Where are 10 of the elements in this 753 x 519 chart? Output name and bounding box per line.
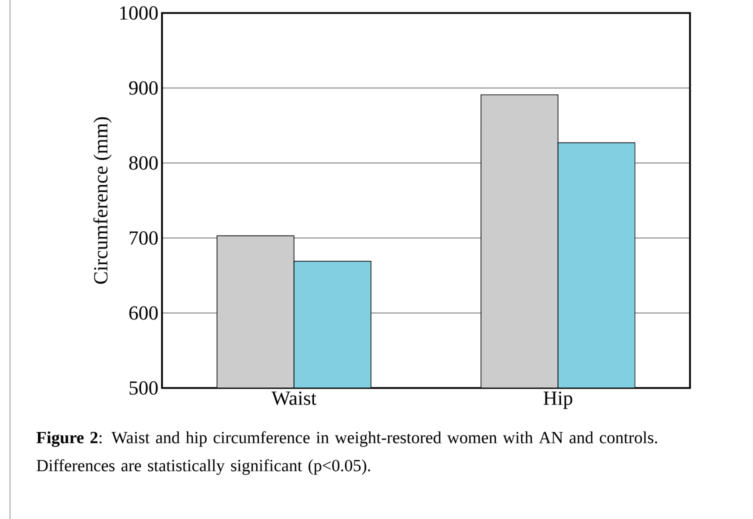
x-tick-label: Waist xyxy=(271,392,316,406)
y-tick-label: 600 xyxy=(129,306,158,320)
y-tick-label: 900 xyxy=(129,81,158,95)
text: Figure 2: Waist and hip circumference in weight-restored women with AN and controls. Differences are statistically significant (p<0.05). xyxy=(36,431,658,475)
y-tick-label: 800 xyxy=(129,156,158,170)
y-tick-label: 700 xyxy=(130,231,158,245)
y-tick-label: 1000 xyxy=(120,6,158,20)
y-tick-label: 500 xyxy=(130,381,158,395)
y-axis-title: Circumference (mm) xyxy=(93,117,112,284)
x-tick-label: Hip xyxy=(544,392,572,410)
